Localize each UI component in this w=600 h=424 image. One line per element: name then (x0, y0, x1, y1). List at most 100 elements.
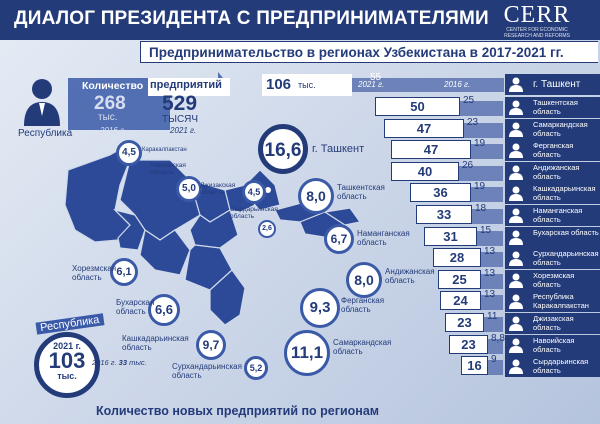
new-unit-2016: тыс. (129, 358, 147, 367)
row-label-4: Андижанская область (505, 162, 600, 183)
label-jizzakh: Джизакская область (200, 182, 236, 196)
circle-andijan: 8,0 (346, 262, 382, 298)
label-navoi: Навоийская область (150, 162, 186, 176)
row-label-text: Сырдарьинская область (533, 357, 589, 375)
bar-2021-value-6: 33 (436, 207, 452, 222)
bar-2021-4 (391, 162, 459, 181)
row-label-text: Навоийская область (533, 336, 575, 354)
label-tashkent-region: Ташкентская область (337, 183, 385, 201)
label-karakalpakstan: Каракалпакстан (142, 147, 187, 153)
bar-2021-value-3: 47 (423, 142, 439, 157)
footer-caption: Количество новых предприятий по регионам (96, 404, 380, 418)
republic-label: Республика (18, 128, 73, 139)
new-value-2021: 103 (48, 348, 86, 373)
bar-2021-9 (438, 270, 481, 289)
bar-top-year-2021: 2021 г. (358, 80, 385, 89)
bar-2016-value-5: 19 (474, 181, 486, 192)
bar-top-value-2016: 55 (370, 72, 382, 83)
person-icon (509, 77, 523, 92)
bar-2016-value-9: 13 (484, 268, 496, 279)
new-unit: тыс. (57, 371, 77, 381)
row-label-text: Ферганская область (533, 141, 574, 159)
bar-2021-1 (375, 97, 460, 116)
bar-2016-2 (464, 123, 503, 138)
bar-2021-value-12: 23 (461, 337, 476, 352)
bar-top-year-2016: 2016 г. (444, 80, 471, 89)
person-icon (509, 122, 523, 137)
bar-2021-3 (391, 140, 471, 159)
tashkent-city-dot (265, 187, 271, 193)
row-label-5: Кашкадарьинская область (505, 183, 600, 204)
bar-2016-value-10: 13 (484, 289, 496, 300)
map-bukhara (139, 229, 191, 276)
person-icon (509, 208, 523, 223)
bar-2021-13 (461, 356, 488, 375)
bar-2016-6 (472, 209, 503, 224)
bar-2021-value-10: 24 (453, 293, 468, 308)
bar-2016-5 (471, 187, 503, 202)
person-icon (509, 165, 523, 180)
label-khorezm: Хорезмская область (72, 264, 117, 282)
circle-tashkent-region: 8,0 (298, 178, 334, 214)
row-label-8: Сурхандарьинская область (505, 248, 600, 269)
bar-2016-value-2: 23 (467, 117, 479, 128)
year-2021: 2021 г. (170, 126, 197, 135)
bar-2021-8 (433, 248, 481, 267)
row-label-12: Навоийская область (505, 335, 600, 356)
label-namangan: Наманганская область (357, 229, 410, 247)
unit-2021: ТЫСЯЧ (162, 114, 199, 125)
bar-2016-value-3: 19 (474, 138, 486, 149)
label-tashkent-city: г. Ташкент (312, 143, 365, 155)
bar-2016-value-7: 15 (480, 225, 492, 236)
bar-2016-12 (488, 339, 503, 354)
person-icon (509, 294, 523, 309)
bar-2021-10 (440, 291, 481, 310)
bar-top-unit: тыс. (298, 80, 316, 90)
value-2021: 529 (162, 92, 198, 115)
map-surkhandarya (209, 269, 246, 326)
bar-2021-value-2: 47 (416, 121, 432, 136)
bar-2016-value-12: 8,8 (491, 333, 505, 344)
bar-2016-11 (484, 317, 503, 332)
person-icon (509, 359, 523, 374)
header-bar: ДИАЛОГ ПРЕЗИДЕНТА С ПРЕДПРИНИМАТЕЛЯМИ CE… (0, 0, 600, 40)
circle-syrdarya: 2,6 (258, 220, 276, 238)
row-label-13: Сырдарьинская область (505, 356, 600, 377)
cerr-logo: CERR CENTER FOR ECONOMIC RESEARCH AND RE… (492, 3, 582, 39)
bar-2016-10 (481, 295, 503, 310)
row-label-10: Республика Каракалпакстан (505, 291, 600, 312)
bar-2016-value-4: 26 (462, 160, 474, 171)
bar-2016-3 (471, 144, 503, 159)
row-label-11: Джизакская область (505, 313, 600, 334)
circle-navoi: 5,0 (176, 176, 202, 202)
year-2016: 2016 г. (100, 126, 127, 135)
circle-tashkent-city: 16,6 (258, 124, 308, 174)
circle-namangan: 6,7 (324, 224, 354, 254)
person-icon (509, 251, 523, 266)
row-label-0: г. Ташкент (505, 74, 600, 95)
row-label-text: Самаркандская область (533, 120, 588, 138)
row-label-text: Республика Каракалпакстан (533, 292, 589, 310)
label-kashkadarya: Кашкадарьинская область (122, 334, 189, 352)
row-label-text: Ташкентская область (533, 98, 578, 116)
circle-bukhara: 6,6 (148, 294, 180, 326)
row-label-6: Наманганская область (505, 205, 600, 226)
bar-2021-value-11: 23 (457, 315, 472, 330)
row-label-text: Андижанская область (533, 163, 580, 181)
count-label: Количество (82, 80, 144, 92)
row-label-text: Бухарская область (533, 228, 599, 237)
unit-2016: тыс. (98, 112, 118, 123)
bar-2016-value-13: 9 (491, 354, 497, 365)
new-year-2016: 2016 г. (92, 358, 117, 367)
bar-2021-value-9: 25 (452, 272, 467, 287)
person-icon (24, 79, 60, 126)
label-samarkand: Самаркандская область (333, 338, 392, 356)
label-andijan: Андижанская область (385, 267, 435, 285)
row-label-text: Наманганская область (533, 206, 583, 224)
bar-top-value-2021: 106 (266, 76, 292, 93)
row-label-text: Кашкадарьинская область (533, 184, 596, 202)
person-icon (509, 338, 523, 353)
row-label-2: Самаркандская область (505, 119, 600, 140)
circle-fergana: 9,3 (300, 288, 340, 328)
